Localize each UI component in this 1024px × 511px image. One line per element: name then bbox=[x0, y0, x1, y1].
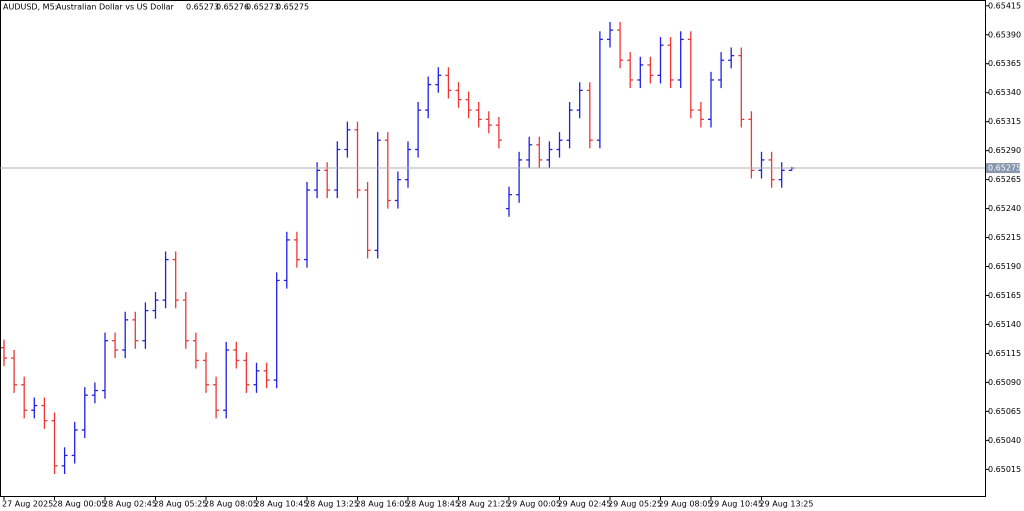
y-tick-label: 0.65215 bbox=[988, 233, 1021, 242]
y-tick-label: 0.65240 bbox=[988, 204, 1021, 213]
y-tick-label: 0.65065 bbox=[988, 407, 1021, 416]
y-tick-label: 0.65115 bbox=[988, 349, 1021, 358]
y-tick-label: 0.65040 bbox=[988, 436, 1021, 445]
y-tick-label: 0.65390 bbox=[988, 30, 1021, 39]
y-tick-label: 0.65290 bbox=[988, 146, 1021, 155]
symbol-name: Australian Dollar vs US Dollar bbox=[56, 3, 175, 12]
x-tick-label: 28 Aug 02:45 bbox=[103, 500, 157, 509]
x-tick-label: 29 Aug 10:45 bbox=[709, 500, 763, 509]
y-tick-label: 0.65415 bbox=[988, 1, 1021, 10]
x-tick-label: 29 Aug 05:25 bbox=[608, 500, 662, 509]
x-tick-label: 28 Aug 10:45 bbox=[255, 500, 309, 509]
y-tick-label: 0.65365 bbox=[988, 59, 1021, 68]
header: AUDUSD, M5: Australian Dollar vs US Doll… bbox=[3, 3, 309, 12]
header-high: 0.65276 bbox=[216, 3, 249, 12]
y-tick-label: 0.65190 bbox=[988, 262, 1021, 271]
x-tick-label: 28 Aug 05:25 bbox=[154, 500, 208, 509]
plot-frame bbox=[0, 0, 986, 497]
symbol: AUDUSD, M5: bbox=[3, 3, 57, 12]
header-close: 0.65275 bbox=[276, 3, 309, 12]
x-tick-label: 29 Aug 02:45 bbox=[558, 500, 612, 509]
x-tick-label: 28 Aug 16:05 bbox=[356, 500, 410, 509]
x-tick-label: 28 Aug 13:25 bbox=[305, 500, 359, 509]
y-tick-label: 0.65265 bbox=[988, 175, 1021, 184]
header-open: 0.65273 bbox=[186, 3, 219, 12]
current-price-box bbox=[986, 163, 1020, 174]
x-tick-label: 29 Aug 13:25 bbox=[760, 500, 814, 509]
x-tick-label: 29 Aug 08:05 bbox=[659, 500, 713, 509]
x-tick-label: 28 Aug 00:05 bbox=[53, 500, 107, 509]
x-tick-label: 29 Aug 00:05 bbox=[507, 500, 561, 509]
x-tick-label: 28 Aug 08:05 bbox=[204, 500, 258, 509]
x-tick-label: 28 Aug 18:45 bbox=[406, 500, 460, 509]
header-low: 0.65273 bbox=[246, 3, 279, 12]
y-tick-label: 0.65340 bbox=[988, 88, 1021, 97]
current-price-label: 0.65275 bbox=[988, 164, 1021, 173]
y-tick-label: 0.65315 bbox=[988, 117, 1021, 126]
x-tick-label: 27 Aug 2025 bbox=[2, 500, 53, 509]
y-tick-label: 0.65090 bbox=[988, 378, 1021, 387]
x-tick-label: 28 Aug 21:25 bbox=[457, 500, 511, 509]
y-tick-label: 0.65140 bbox=[988, 320, 1021, 329]
y-tick-label: 0.65165 bbox=[988, 291, 1021, 300]
y-tick-label: 0.65015 bbox=[988, 465, 1021, 474]
